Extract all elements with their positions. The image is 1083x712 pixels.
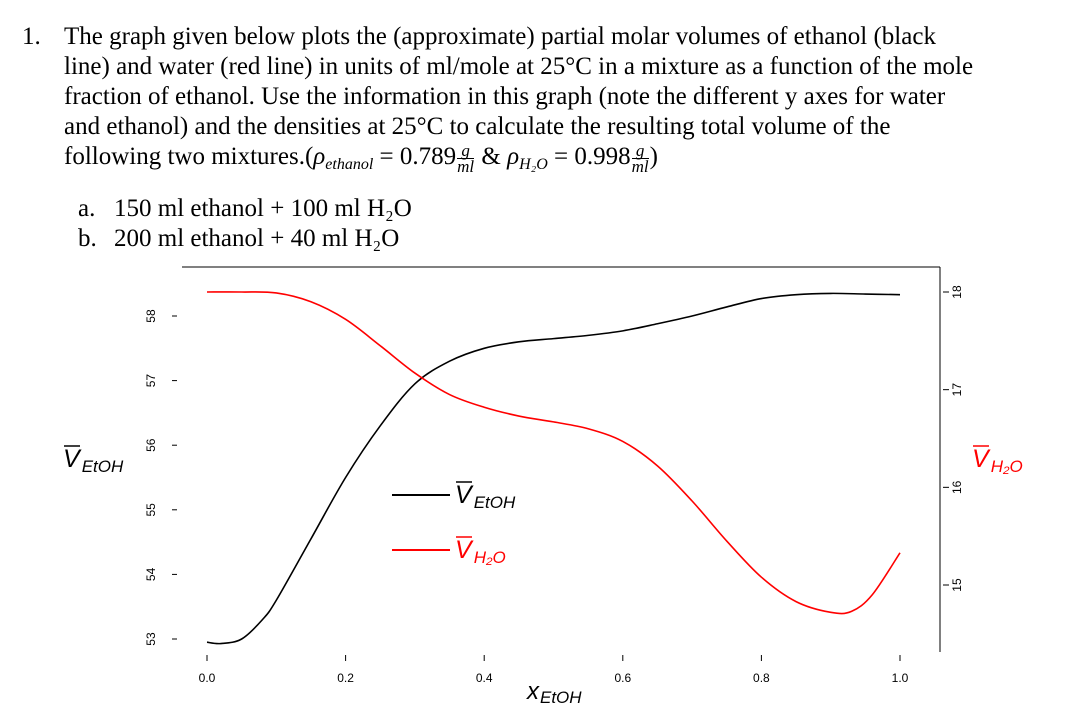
question-line: line) and water (red line) in units of m… (64, 53, 974, 80)
right-tick-label: 16 (950, 480, 964, 494)
left-tick-label: 55 (144, 503, 158, 517)
close-paren: ) (649, 143, 658, 170)
question-parts: a. 150 ml ethanol + 100 ml H₂O b. 200 ml e… (78, 194, 412, 254)
x-tick-label: 0.0 (199, 671, 216, 685)
part-a: a. 150 ml ethanol + 100 ml H₂O (78, 195, 412, 222)
series-line-etoh (206, 292, 901, 645)
question-number: 1. (22, 23, 41, 50)
question-block: 1. The graph given below plots the (appr… (22, 22, 1072, 180)
question-line: and ethanol) and the densities at 25°C t… (64, 113, 891, 140)
x-tick-label: 0.6 (614, 671, 631, 685)
rho-water-sub: H₂O (519, 156, 548, 173)
left-axis-label: V EtOH (63, 445, 124, 476)
unit-fraction: g ml (631, 140, 649, 176)
unit-fraction: g ml (457, 140, 475, 176)
eq2: = 0.998 (554, 143, 631, 170)
rho-symbol: ρ (507, 143, 520, 170)
x-tick-label: 0.2 (337, 671, 354, 685)
left-tick-label: 57 (144, 374, 158, 388)
rho-ethanol-sub: ethanol (325, 156, 374, 173)
legend-label: V H₂O (455, 536, 506, 567)
rho-symbol: ρ (313, 143, 326, 170)
x-tick-label: 0.8 (753, 671, 770, 685)
left-tick-label: 54 (144, 567, 158, 581)
right-tick-label: 17 (950, 383, 964, 397)
question-line: fraction of ethanol. Use the information… (64, 83, 946, 110)
part-b: b. 200 ml ethanol + 40 ml H₂O (78, 225, 400, 252)
series-line-h2o (206, 291, 901, 615)
question-line: The graph given below plots the (approxi… (64, 23, 936, 50)
legend-label: V EtOH (455, 481, 516, 512)
question-body: The graph given below plots the (approxi… (64, 22, 1072, 180)
right-tick-label: 15 (950, 578, 964, 592)
question-density-line: following two mixtures.(ρethanol = 0.789… (64, 142, 1072, 180)
x-tick-label: 0.4 (476, 671, 493, 685)
eq1: = 0.789 (379, 143, 457, 170)
x-axis-label: xEtOH (526, 678, 582, 707)
left-tick-label: 56 (144, 438, 158, 452)
left-tick-label: 58 (144, 309, 158, 323)
left-tick-label: 53 (144, 632, 158, 646)
right-axis-label: V H₂O (972, 445, 1023, 476)
ampersand: & (481, 143, 501, 170)
x-tick-label: 1.0 (892, 671, 909, 685)
right-tick-label: 18 (950, 285, 964, 299)
density-prefix: following two mixtures.( (64, 143, 314, 170)
